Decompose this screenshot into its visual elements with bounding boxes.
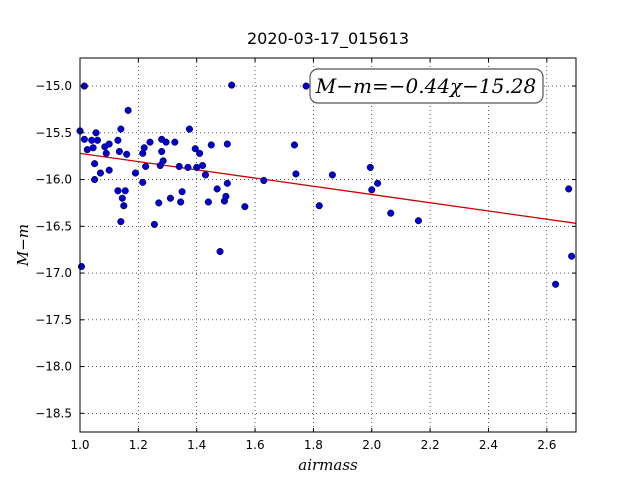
data-point	[105, 140, 113, 148]
data-point	[368, 186, 376, 194]
data-point	[568, 252, 576, 260]
y-tick-label: −17.5	[35, 313, 72, 327]
data-point	[222, 192, 230, 200]
data-point	[223, 140, 231, 148]
data-point	[184, 163, 192, 171]
data-point	[191, 145, 199, 153]
y-tick-label: −15.5	[35, 126, 72, 140]
data-point	[196, 149, 204, 157]
data-point	[142, 162, 150, 171]
data-point	[177, 198, 185, 206]
annotation-text: M−m=−0.44χ−15.28	[315, 74, 536, 98]
annotation-box	[309, 68, 544, 104]
data-point	[204, 198, 212, 206]
data-point	[565, 185, 573, 193]
data-point	[290, 141, 298, 149]
data-point	[114, 187, 122, 195]
x-tick-label: 1.2	[129, 438, 148, 452]
data-point	[216, 247, 224, 256]
data-point	[198, 161, 207, 170]
data-point	[123, 150, 131, 158]
plot-area	[80, 58, 576, 432]
data-point	[124, 106, 132, 114]
data-point	[158, 147, 166, 156]
data-point	[315, 202, 323, 210]
data-point	[171, 138, 179, 146]
data-point	[213, 185, 221, 193]
data-point	[162, 138, 170, 146]
axis-ticks: 1.0 1.2 1.4 1.6 1.8 2.0 2.2 2.4 2.6 −15.0 −15.5 −16…	[35, 58, 576, 452]
data-point	[207, 141, 215, 149]
data-point	[83, 146, 91, 154]
data-point	[178, 188, 186, 196]
y-axis-label: M−m	[14, 224, 32, 267]
data-point	[92, 129, 100, 137]
equation-annotation: M−m=−0.44χ−15.28	[309, 68, 544, 104]
data-point	[366, 163, 374, 171]
y-tick-label: −16.5	[35, 219, 72, 233]
data-point	[201, 171, 210, 179]
data-point	[139, 178, 147, 186]
y-tick-label: −16.0	[35, 173, 72, 187]
data-point	[185, 125, 193, 133]
data-point	[155, 199, 163, 207]
data-point	[302, 82, 310, 90]
x-tick-label: 1.4	[187, 438, 206, 452]
data-point	[166, 194, 174, 202]
data-point	[414, 217, 422, 225]
data-point	[114, 136, 122, 144]
data-point	[374, 179, 382, 187]
data-point	[328, 171, 336, 179]
data-point	[102, 149, 110, 157]
chart-title: 2020-03-17_015613	[247, 29, 409, 49]
x-tick-label: 2.4	[479, 438, 498, 452]
data-point	[131, 169, 139, 177]
data-point	[89, 144, 97, 152]
data-point	[96, 169, 104, 177]
plot-frame	[79, 57, 577, 433]
data-point	[105, 166, 113, 174]
data-point	[118, 194, 126, 202]
data-point	[91, 176, 99, 184]
data-point	[93, 136, 102, 144]
data-point	[115, 147, 123, 156]
data-point	[292, 170, 300, 178]
data-point	[228, 81, 236, 89]
x-tick-label: 2.2	[421, 438, 440, 452]
data-point	[175, 162, 183, 171]
data-point	[121, 187, 129, 195]
x-tick-label: 1.6	[246, 438, 265, 452]
x-tick-label: 1.0	[70, 438, 89, 452]
x-tick-label: 1.8	[304, 438, 323, 452]
data-point	[91, 160, 99, 168]
y-tick-label: −17.0	[35, 266, 72, 280]
data-point	[80, 135, 88, 143]
y-tick-label: −15.0	[35, 79, 72, 93]
data-point	[260, 176, 268, 185]
data-point	[140, 144, 148, 152]
data-point	[120, 202, 128, 210]
x-tick-label: 2.6	[537, 438, 556, 452]
data-points	[76, 81, 576, 288]
data-point	[150, 220, 158, 228]
data-point	[159, 157, 167, 165]
y-tick-label: −18.0	[35, 360, 72, 374]
x-axis-label: airmass	[298, 456, 358, 474]
data-point	[552, 280, 560, 288]
data-point	[77, 262, 86, 271]
data-point	[223, 179, 231, 187]
data-point	[241, 203, 249, 211]
data-point	[387, 209, 395, 217]
data-point	[146, 138, 154, 146]
data-point	[193, 163, 201, 171]
x-tick-label: 2.0	[362, 438, 381, 452]
y-tick-label: −18.5	[35, 406, 72, 420]
data-point	[117, 125, 125, 133]
data-point	[117, 218, 125, 226]
